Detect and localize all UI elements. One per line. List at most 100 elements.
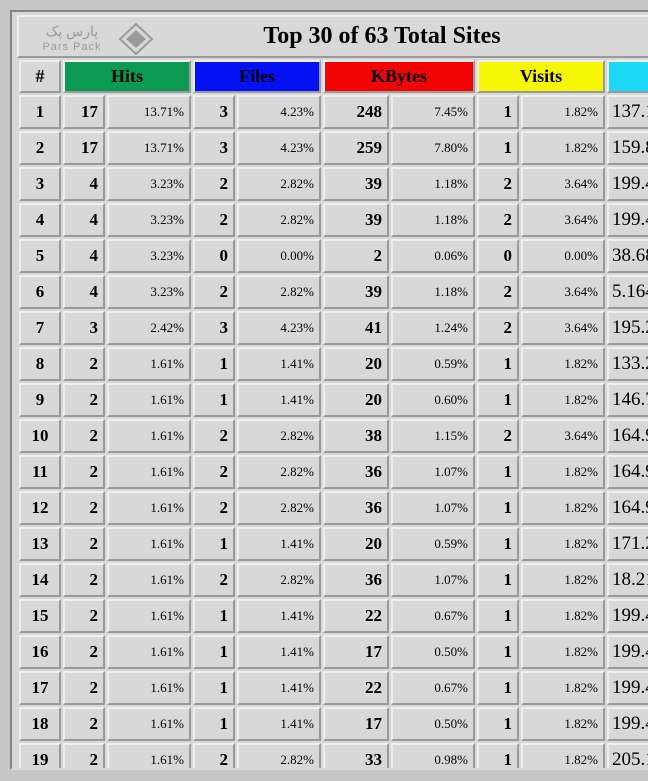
table-row: 1121.61%22.82%361.07%11.82%164.92 — [19, 455, 648, 489]
row-number: 15 — [19, 599, 61, 633]
sites-table: Top 30 of 63 Total Sites # Hits Files KB… — [17, 15, 648, 770]
hits-count: 4 — [63, 275, 105, 309]
svg-text:Pars Pack: Pars Pack — [42, 41, 101, 53]
hits-pct: 13.71% — [107, 95, 191, 129]
kbytes: 39 — [323, 167, 389, 201]
visits-count: 1 — [477, 383, 519, 417]
col-host — [607, 60, 648, 93]
hits-pct: 2.42% — [107, 311, 191, 345]
hits-count: 2 — [63, 347, 105, 381]
visits-count: 1 — [477, 671, 519, 705]
brand-logo: پارس پک Pars Pack — [24, 18, 154, 60]
kbytes: 17 — [323, 707, 389, 741]
files-pct: 4.23% — [237, 131, 321, 165]
host: 146.70 — [607, 383, 648, 417]
row-number: 1 — [19, 95, 61, 129]
hits-pct: 3.23% — [107, 203, 191, 237]
hits-pct: 1.61% — [107, 419, 191, 453]
visits-count: 1 — [477, 527, 519, 561]
table-row: 1421.61%22.82%361.07%11.82%18.215 — [19, 563, 648, 597]
kbytes: 22 — [323, 671, 389, 705]
table-row: 1621.61%11.41%170.50%11.82%199.45 — [19, 635, 648, 669]
host: 159.89 — [607, 131, 648, 165]
table-row: 1721.61%11.41%220.67%11.82%199.45 — [19, 671, 648, 705]
visits-count: 1 — [477, 131, 519, 165]
row-number: 16 — [19, 635, 61, 669]
hits-count: 2 — [63, 635, 105, 669]
row-number: 4 — [19, 203, 61, 237]
files-count: 3 — [193, 95, 235, 129]
host: 199.45 — [607, 635, 648, 669]
visits-count: 1 — [477, 707, 519, 741]
kbytes: 39 — [323, 203, 389, 237]
table-row: 443.23%22.82%391.18%23.64%199.45 — [19, 203, 648, 237]
files-pct: 2.82% — [237, 563, 321, 597]
files-count: 2 — [193, 275, 235, 309]
files-pct: 1.41% — [237, 383, 321, 417]
kbytes: 17 — [323, 635, 389, 669]
hits-pct: 1.61% — [107, 491, 191, 525]
table-row: 1521.61%11.41%220.67%11.82%199.45 — [19, 599, 648, 633]
visits-count: 1 — [477, 563, 519, 597]
visits-count: 1 — [477, 95, 519, 129]
hits-pct: 1.61% — [107, 563, 191, 597]
kbytes-pct: 0.59% — [391, 527, 475, 561]
kbytes-pct: 1.18% — [391, 167, 475, 201]
visits-pct: 3.64% — [521, 167, 605, 201]
hits-count: 2 — [63, 707, 105, 741]
kbytes: 20 — [323, 347, 389, 381]
row-number: 18 — [19, 707, 61, 741]
kbytes-pct: 7.45% — [391, 95, 475, 129]
kbytes-pct: 0.67% — [391, 599, 475, 633]
kbytes: 259 — [323, 131, 389, 165]
hits-count: 2 — [63, 599, 105, 633]
kbytes-pct: 0.50% — [391, 635, 475, 669]
visits-count: 1 — [477, 635, 519, 669]
files-pct: 1.41% — [237, 635, 321, 669]
hits-pct: 1.61% — [107, 599, 191, 633]
kbytes: 33 — [323, 743, 389, 770]
col-hash: # — [19, 60, 61, 93]
files-count: 2 — [193, 491, 235, 525]
visits-count: 1 — [477, 347, 519, 381]
visits-count: 1 — [477, 455, 519, 489]
visits-pct: 1.82% — [521, 491, 605, 525]
files-count: 2 — [193, 563, 235, 597]
table-row: 11713.71%34.23%2487.45%11.82%137.18 — [19, 95, 648, 129]
hits-pct: 1.61% — [107, 347, 191, 381]
row-number: 14 — [19, 563, 61, 597]
table-row: 732.42%34.23%411.24%23.64%195.21 — [19, 311, 648, 345]
col-visits: Visits — [477, 60, 605, 93]
row-number: 3 — [19, 167, 61, 201]
files-count: 1 — [193, 347, 235, 381]
hits-count: 2 — [63, 419, 105, 453]
hits-pct: 1.61% — [107, 383, 191, 417]
files-pct: 1.41% — [237, 671, 321, 705]
visits-pct: 1.82% — [521, 563, 605, 597]
hits-count: 3 — [63, 311, 105, 345]
files-pct: 2.82% — [237, 275, 321, 309]
visits-pct: 1.82% — [521, 599, 605, 633]
files-pct: 1.41% — [237, 707, 321, 741]
visits-pct: 1.82% — [521, 95, 605, 129]
kbytes-pct: 1.18% — [391, 275, 475, 309]
kbytes: 36 — [323, 491, 389, 525]
visits-count: 1 — [477, 599, 519, 633]
files-count: 1 — [193, 599, 235, 633]
logo-icon: پارس پک Pars Pack — [24, 18, 154, 60]
kbytes-pct: 1.07% — [391, 563, 475, 597]
kbytes-pct: 1.15% — [391, 419, 475, 453]
host: 199.45 — [607, 167, 648, 201]
files-pct: 1.41% — [237, 527, 321, 561]
hits-count: 17 — [63, 95, 105, 129]
host: 133.24 — [607, 347, 648, 381]
kbytes: 22 — [323, 599, 389, 633]
files-count: 2 — [193, 455, 235, 489]
hits-count: 2 — [63, 563, 105, 597]
kbytes-pct: 1.18% — [391, 203, 475, 237]
kbytes-pct: 7.80% — [391, 131, 475, 165]
visits-count: 1 — [477, 743, 519, 770]
table-row: 921.61%11.41%200.60%11.82%146.70 — [19, 383, 648, 417]
files-pct: 1.41% — [237, 347, 321, 381]
files-count: 0 — [193, 239, 235, 273]
